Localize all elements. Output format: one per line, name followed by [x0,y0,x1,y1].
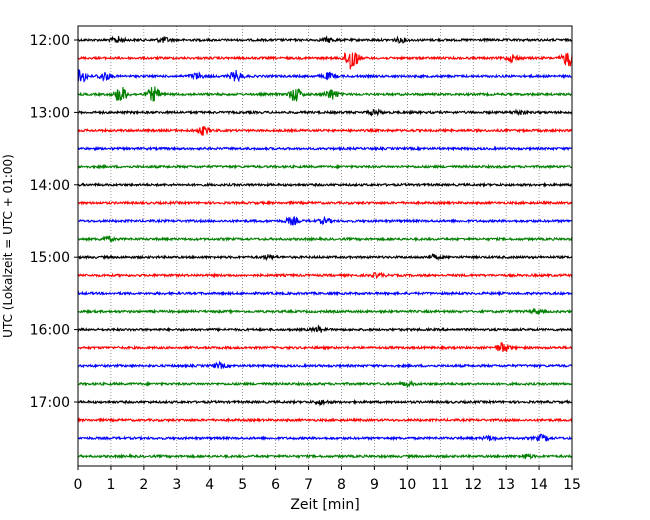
x-axis-label: Zeit [min] [290,497,359,513]
y-tick-label: 13:00 [30,105,70,121]
vertical-grid [110,26,540,466]
seismic-traces [77,35,573,460]
x-axis-ticks: 0 1 2 3 4 5 6 7 8 9 10 11 12 13 14 15 [74,466,581,493]
x-tick-label: 7 [304,477,313,493]
trace-1400 [77,181,573,188]
x-tick-label: 2 [139,477,148,493]
trace-1645 [77,379,573,389]
x-tick-label: 12 [464,477,482,493]
trace-1630 [77,360,573,369]
y-tick-label: 17:00 [30,395,70,411]
trace-1530 [77,290,573,297]
x-tick-label: 10 [398,477,416,493]
trace-1345 [77,163,573,170]
x-tick-label: 11 [431,477,449,493]
y-axis-label: UTC (Lokalzeit = UTC + 01:00) [1,154,15,338]
x-tick-label: 14 [530,477,548,493]
trace-1730 [77,433,573,442]
y-axis-ticks: 12:00 13:00 14:00 15:00 16:00 17:00 [30,33,78,411]
trace-1415 [77,199,573,206]
x-tick-label: 5 [238,477,247,493]
trace-1515 [77,271,573,280]
trace-1700 [77,398,573,407]
x-tick-label: 8 [337,477,346,493]
trace-1545 [77,307,573,316]
y-tick-label: 12:00 [30,33,70,49]
trace-1600 [77,324,573,334]
trace-1615 [77,342,573,352]
trace-1230 [77,68,573,83]
trace-1245 [77,86,573,102]
x-tick-label: 4 [205,477,214,493]
x-tick-label: 3 [172,477,181,493]
trace-1215 [77,52,573,70]
x-tick-label: 9 [370,477,379,493]
x-tick-label: 13 [497,477,515,493]
trace-1300 [77,108,573,117]
y-tick-label: 16:00 [30,323,70,339]
trace-1445 [77,235,573,243]
y-tick-label: 14:00 [30,178,70,194]
trace-1330 [77,145,573,152]
plot-frame [77,25,573,467]
trace-1430 [77,215,573,226]
trace-1315 [77,125,573,136]
x-tick-label: 1 [106,477,115,493]
y-tick-label: 15:00 [30,250,70,266]
trace-1500 [77,253,573,262]
plot-background [78,26,572,466]
x-tick-label: 15 [563,477,581,493]
trace-1745 [77,452,573,460]
x-tick-label: 6 [271,477,280,493]
trace-1715 [77,416,573,424]
x-tick-label: 0 [74,477,83,493]
trace-1200 [77,35,573,44]
